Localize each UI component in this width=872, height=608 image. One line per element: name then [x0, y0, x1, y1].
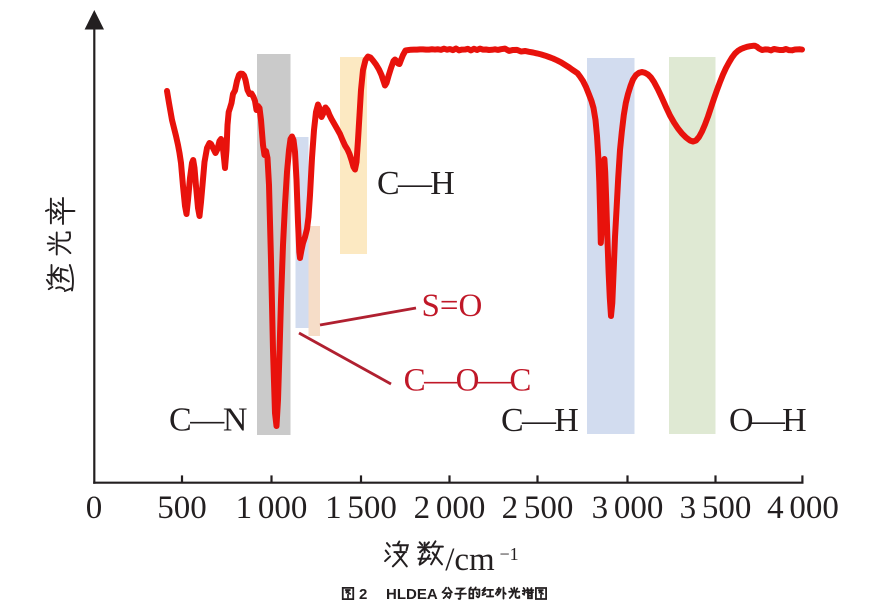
svg-text:S=O: S=O [422, 288, 483, 324]
svg-text:2 500: 2 500 [502, 490, 574, 526]
svg-text:4 000: 4 000 [767, 490, 839, 526]
svg-text:C—N: C—N [169, 402, 247, 439]
svg-text:0: 0 [86, 490, 103, 526]
svg-text:1 500: 1 500 [325, 490, 397, 526]
svg-text:2 000: 2 000 [414, 490, 486, 526]
svg-text:1 000: 1 000 [236, 490, 308, 526]
svg-text:500: 500 [157, 490, 207, 526]
svg-text:−1: −1 [500, 544, 519, 564]
svg-text:3 000: 3 000 [592, 490, 664, 526]
svg-text:/cm: /cm [445, 542, 495, 578]
svg-text:3 500: 3 500 [680, 490, 752, 526]
svg-text:C—H: C—H [377, 165, 454, 202]
svg-text:2: 2 [359, 586, 367, 603]
svg-text:O—H: O—H [729, 402, 806, 439]
svg-text:HLDEA: HLDEA [386, 586, 438, 603]
svg-text:C—O—C: C—O—C [404, 363, 531, 399]
svg-text:C—H: C—H [501, 402, 578, 439]
